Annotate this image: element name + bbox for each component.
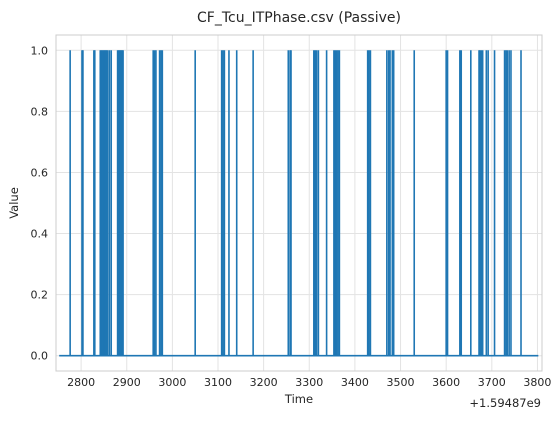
x-offset-label: +1.59487e9 bbox=[469, 396, 541, 410]
y-tick-label: 0.0 bbox=[31, 350, 49, 363]
y-tick-label: 0.8 bbox=[31, 105, 49, 118]
x-axis-label: Time bbox=[284, 392, 313, 406]
x-tick-label: 2800 bbox=[67, 376, 95, 389]
x-tick-label: 3200 bbox=[250, 376, 278, 389]
grid-lines bbox=[56, 35, 542, 371]
chart-title: CF_Tcu_ITPhase.csv (Passive) bbox=[197, 10, 401, 26]
x-tick-label: 2900 bbox=[113, 376, 141, 389]
x-tick-label: 3600 bbox=[432, 376, 460, 389]
y-axis-label: Value bbox=[7, 187, 21, 219]
y-tick-labels: 0.0 0.2 0.4 0.6 0.8 1.0 bbox=[31, 44, 49, 362]
x-tick-labels: 2800 2900 3000 3100 3200 3300 3400 3500 3600 3700… bbox=[67, 376, 551, 389]
x-tick-label: 3000 bbox=[158, 376, 186, 389]
x-tick-label: 3400 bbox=[341, 376, 369, 389]
y-tick-label: 0.2 bbox=[31, 289, 49, 302]
x-tick-label: 3700 bbox=[478, 376, 506, 389]
y-tick-label: 0.6 bbox=[31, 166, 49, 179]
x-tick-label: 3300 bbox=[295, 376, 323, 389]
x-tick-label: 3500 bbox=[387, 376, 415, 389]
y-tick-label: 1.0 bbox=[31, 44, 49, 57]
x-tick-label: 3100 bbox=[204, 376, 232, 389]
plot-frame bbox=[55, 34, 543, 372]
x-tick-label: 3800 bbox=[523, 376, 551, 389]
y-tick-label: 0.4 bbox=[31, 228, 49, 241]
plot-data bbox=[59, 50, 539, 357]
